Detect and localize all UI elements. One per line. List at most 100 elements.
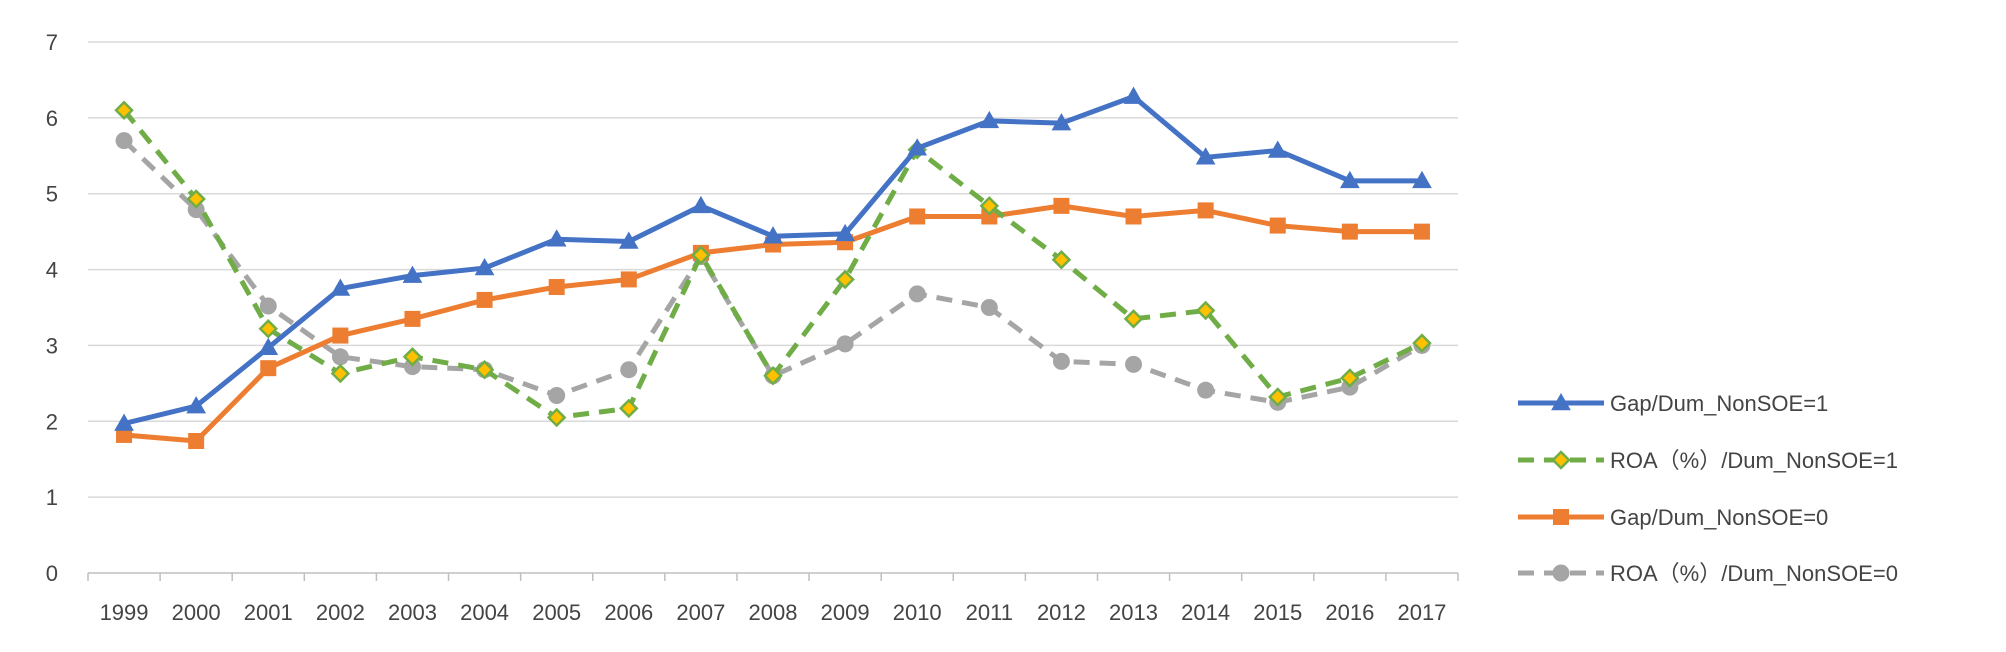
data-point xyxy=(1340,368,1360,388)
data-point xyxy=(476,291,493,308)
data-point xyxy=(1267,140,1288,158)
y-tick-label: 5 xyxy=(46,182,58,207)
legend-marker xyxy=(1551,392,1571,411)
data-point xyxy=(1267,387,1288,407)
legend-label: ROA（%）/Dum_NonSOE=1 xyxy=(1610,448,1898,473)
data-point xyxy=(403,358,421,376)
y-tick-label: 2 xyxy=(46,409,58,434)
data-point xyxy=(691,245,711,265)
series-0 xyxy=(114,86,1432,431)
data-point xyxy=(402,347,423,367)
data-point xyxy=(909,208,926,225)
data-point xyxy=(908,285,926,303)
series-1 xyxy=(114,100,1432,428)
data-point xyxy=(1269,217,1286,234)
x-tick-label: 2017 xyxy=(1397,600,1446,625)
data-point xyxy=(331,348,349,366)
y-tick-label: 6 xyxy=(46,106,58,131)
data-point xyxy=(907,138,928,156)
data-point xyxy=(1341,223,1358,240)
data-point xyxy=(1195,300,1216,321)
data-point xyxy=(546,407,567,428)
data-point xyxy=(474,258,495,276)
data-point xyxy=(402,265,423,283)
data-point xyxy=(188,433,205,450)
y-tick-label: 3 xyxy=(46,333,58,358)
x-tick-label: 2007 xyxy=(676,600,725,625)
data-point xyxy=(1412,333,1432,353)
data-point xyxy=(1123,309,1144,329)
data-point xyxy=(619,398,639,419)
data-point xyxy=(115,132,133,150)
data-point xyxy=(548,386,566,404)
x-tick-label: 2001 xyxy=(244,600,293,625)
data-point xyxy=(114,413,134,431)
x-tick-label: 2009 xyxy=(821,600,870,625)
data-point xyxy=(258,337,279,355)
data-point xyxy=(330,363,351,384)
y-tick-label: 4 xyxy=(46,258,58,283)
legend-label: ROA（%）/Dum_NonSOE=0 xyxy=(1610,561,1898,586)
data-point xyxy=(1413,223,1430,240)
legend-marker xyxy=(1552,564,1570,582)
data-point xyxy=(1052,352,1070,370)
data-point xyxy=(1339,170,1360,189)
legend-label: Gap/Dum_NonSOE=0 xyxy=(1610,505,1828,530)
data-point xyxy=(835,223,855,242)
legend: Gap/Dum_NonSOE=1 ROA（%）/Dum_NonSOE=1 Gap/D… xyxy=(1518,391,1898,586)
x-tick-label: 2015 xyxy=(1253,600,1302,625)
data-point xyxy=(1125,208,1142,225)
legend-label: Gap/Dum_NonSOE=1 xyxy=(1610,391,1828,416)
data-point xyxy=(691,195,711,214)
data-point xyxy=(330,278,351,296)
gridlines xyxy=(88,41,1458,498)
data-point xyxy=(1123,86,1144,104)
data-point xyxy=(114,100,134,121)
data-point xyxy=(474,359,495,380)
data-point xyxy=(1051,113,1072,131)
series-line xyxy=(122,138,1424,405)
x-tick-label: 1999 xyxy=(100,600,149,625)
data-point xyxy=(332,327,349,344)
data-point xyxy=(1197,202,1214,219)
data-point xyxy=(1195,147,1216,165)
y-tick-label: 0 xyxy=(46,561,58,586)
x-tick-label: 2000 xyxy=(172,600,221,625)
data-point xyxy=(186,189,206,209)
x-tick-label: 2014 xyxy=(1181,600,1230,625)
x-tick-label: 2002 xyxy=(316,600,365,625)
data-point xyxy=(1125,355,1143,373)
legend-entry: Gap/Dum_NonSOE=1 xyxy=(1518,391,1828,416)
legend-marker xyxy=(1551,450,1571,470)
series xyxy=(114,86,1432,450)
x-tick-label: 2003 xyxy=(388,600,437,625)
data-point xyxy=(620,361,638,379)
data-point xyxy=(116,426,133,443)
data-point xyxy=(186,396,207,414)
data-point xyxy=(981,208,998,225)
y-tick-label: 7 xyxy=(46,30,58,55)
legend-marker xyxy=(1553,509,1569,525)
legend-entry: ROA（%）/Dum_NonSOE=1 xyxy=(1518,448,1898,473)
legend-entry: Gap/Dum_NonSOE=0 xyxy=(1518,505,1828,530)
data-point xyxy=(980,299,998,316)
data-point xyxy=(187,201,205,219)
x-tick-label: 2016 xyxy=(1325,600,1374,625)
data-point xyxy=(260,360,277,377)
x-tick-label: 2004 xyxy=(460,600,509,625)
data-point xyxy=(763,366,783,386)
data-point xyxy=(404,310,421,327)
legend-entry: ROA（%）/Dum_NonSOE=0 xyxy=(1518,561,1898,586)
data-point xyxy=(1197,381,1215,399)
data-point xyxy=(1412,170,1432,189)
x-tick-label: 2012 xyxy=(1037,600,1086,625)
data-point xyxy=(258,318,279,339)
data-point xyxy=(620,271,637,288)
x-tick-label: 2010 xyxy=(893,600,942,625)
y-tick-label: 1 xyxy=(46,485,58,510)
data-point xyxy=(835,269,855,290)
x-tick-label: 2011 xyxy=(966,600,1013,625)
x-tick-label: 2005 xyxy=(532,600,581,625)
